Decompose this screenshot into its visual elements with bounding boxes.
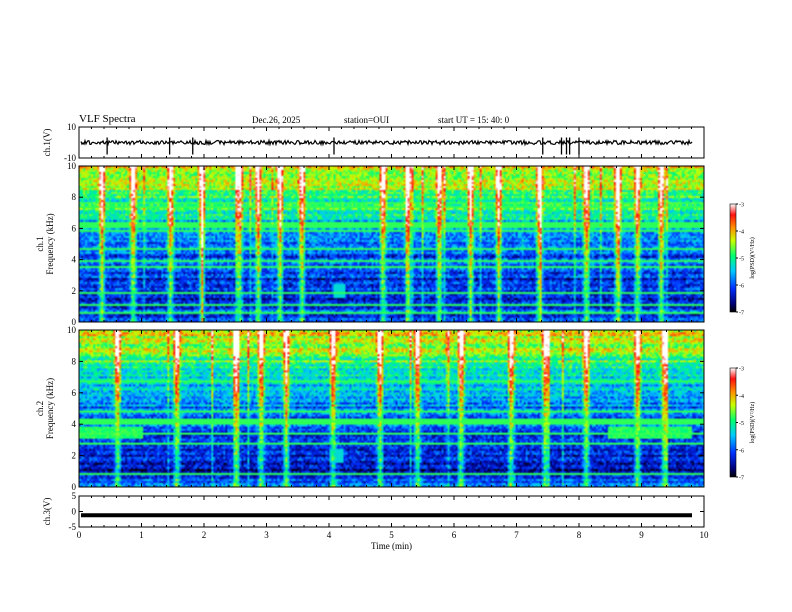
ch1-colorbar (729, 203, 737, 313)
x-tick-label: 2 (202, 530, 207, 540)
x-tick-label: 7 (514, 530, 519, 540)
x-tick-label: 9 (639, 530, 644, 540)
ch2-spectrogram-ytick-label: 2 (72, 451, 77, 461)
ch3-waveform-frame (78, 495, 705, 528)
ch1-cb-tick-label: -3 (739, 203, 744, 209)
ch3-waveform-ylabel: ch.3(V) (42, 498, 52, 526)
ch2-colorbar (729, 367, 737, 478)
x-tick-label: 8 (577, 530, 582, 540)
ch2-spectrogram-ylabel: ch.2Frequency (kHz) (35, 378, 55, 439)
figure-title: VLF Spectra (79, 113, 136, 125)
ch1-spectrogram-ytick-label: 6 (72, 223, 77, 233)
date-label: Dec.26, 2025 (252, 115, 301, 125)
ch2-spectrogram-ytick-label: 4 (72, 419, 77, 429)
ch1-spectrogram-ytick-label: 10 (67, 161, 77, 171)
ch2-cb-tick-label: -7 (739, 476, 744, 482)
ch2-spectrogram-ytick-label: 0 (72, 482, 77, 492)
x-tick-label: 0 (77, 530, 82, 540)
x-tick-label: 10 (700, 530, 710, 540)
ch1-cb-tick-label: -7 (739, 311, 744, 317)
ch2-cb-tick-label: -4 (739, 394, 744, 400)
ch1-spectrogram-ylabel-line: ch.1 (35, 236, 45, 251)
x-tick-label: 1 (139, 530, 144, 540)
ch1-waveform-ylabel-line: ch.1(V) (42, 129, 52, 157)
ch3-waveform-ytick-label: 0 (72, 507, 77, 517)
ch3-waveform-ytick-label: -5 (69, 522, 77, 532)
ch2-cb-tick-label: -3 (739, 367, 744, 373)
ch1-waveform-ytick-label: -10 (64, 153, 76, 163)
ch2-cb-tick-label: -6 (739, 448, 744, 454)
ch2-spectrogram-image (79, 330, 704, 487)
ch2-cb-tick-label: -5 (739, 421, 744, 427)
ch1-spectrogram-ylabel: ch.1Frequency (kHz) (35, 213, 55, 274)
ch1-spectrogram-ylabel-line: Frequency (kHz) (45, 213, 55, 274)
ch1-cb-tick-label: -4 (739, 230, 744, 236)
ch2-spectrogram-ytick-label: 10 (67, 325, 77, 335)
ch1-spectrogram-ytick-label: 0 (72, 317, 77, 327)
ch2-spectrogram-ytick-label: 8 (72, 356, 77, 366)
ch3-waveform-ytick-label: 5 (72, 491, 77, 501)
ch1-waveform-ylabel: ch.1(V) (42, 129, 52, 157)
station-label: station=OUI (344, 115, 390, 125)
x-tick-label: 4 (327, 530, 332, 540)
ch1-spectrogram-ytick-label: 4 (72, 255, 77, 265)
ch3-waveform-ylabel-line: ch.3(V) (42, 498, 52, 526)
ch1-waveform-trace (80, 138, 693, 147)
start-ut-label: start UT = 15: 40: 0 (438, 115, 510, 125)
ch1-cb-tick-label: -5 (739, 257, 744, 263)
ch2-spectrogram-ylabel-line: Frequency (kHz) (45, 378, 55, 439)
x-tick-label: 3 (264, 530, 269, 540)
x-tick-label: 6 (452, 530, 457, 540)
ch2-spectrogram-ylabel-line: ch.2 (35, 401, 45, 416)
x-tick-label: 5 (389, 530, 394, 540)
ch1-spectrogram-image (79, 166, 704, 322)
ch1-cb-label: log(PSD)(V²/Hz) (749, 237, 756, 278)
ch1-spectrogram-ytick-label: 2 (72, 286, 77, 296)
ch2-spectrogram-ytick-label: 6 (72, 388, 77, 398)
ch1-cb-tick-label: -6 (739, 284, 744, 290)
ch1-waveform-ytick-label: 10 (67, 122, 77, 132)
ch1-spectrogram-ytick-label: 8 (72, 192, 77, 202)
ch2-cb-label: log(PSD)(V²/Hz) (749, 402, 756, 443)
x-axis-label: Time (min) (371, 541, 412, 551)
